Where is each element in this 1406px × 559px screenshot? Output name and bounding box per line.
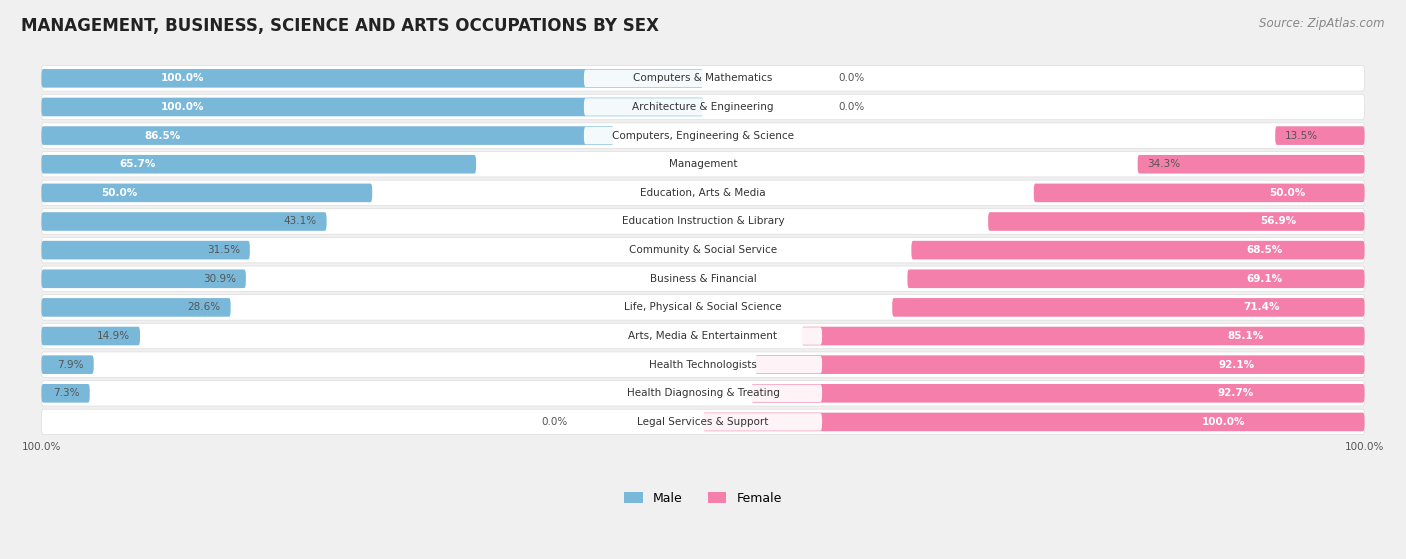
Text: 7.9%: 7.9% <box>58 359 84 369</box>
FancyBboxPatch shape <box>988 212 1365 231</box>
Text: Management: Management <box>669 159 737 169</box>
FancyBboxPatch shape <box>41 126 613 145</box>
FancyBboxPatch shape <box>583 98 823 116</box>
FancyBboxPatch shape <box>755 356 1365 374</box>
FancyBboxPatch shape <box>583 299 823 316</box>
Text: Arts, Media & Entertainment: Arts, Media & Entertainment <box>628 331 778 341</box>
FancyBboxPatch shape <box>41 298 231 317</box>
Text: 92.1%: 92.1% <box>1219 359 1256 369</box>
FancyBboxPatch shape <box>907 269 1365 288</box>
FancyBboxPatch shape <box>41 381 1365 406</box>
FancyBboxPatch shape <box>41 326 141 345</box>
Text: Education, Arts & Media: Education, Arts & Media <box>640 188 766 198</box>
Text: 0.0%: 0.0% <box>541 417 568 427</box>
Text: 86.5%: 86.5% <box>145 131 181 141</box>
Text: 65.7%: 65.7% <box>120 159 156 169</box>
Legend: Male, Female: Male, Female <box>619 487 787 510</box>
Text: 0.0%: 0.0% <box>838 102 865 112</box>
FancyBboxPatch shape <box>583 184 823 202</box>
FancyBboxPatch shape <box>41 65 1365 91</box>
Text: 71.4%: 71.4% <box>1243 302 1279 312</box>
Text: Business & Financial: Business & Financial <box>650 274 756 284</box>
FancyBboxPatch shape <box>41 123 1365 148</box>
Text: 100.0%: 100.0% <box>160 73 204 83</box>
Text: Life, Physical & Social Science: Life, Physical & Social Science <box>624 302 782 312</box>
FancyBboxPatch shape <box>41 352 1365 377</box>
Text: 68.5%: 68.5% <box>1247 245 1282 255</box>
Text: 69.1%: 69.1% <box>1246 274 1282 284</box>
FancyBboxPatch shape <box>583 413 823 430</box>
FancyBboxPatch shape <box>583 155 823 173</box>
FancyBboxPatch shape <box>703 413 1365 431</box>
Text: Architecture & Engineering: Architecture & Engineering <box>633 102 773 112</box>
FancyBboxPatch shape <box>583 70 823 87</box>
Text: Computers, Engineering & Science: Computers, Engineering & Science <box>612 131 794 141</box>
Text: Source: ZipAtlas.com: Source: ZipAtlas.com <box>1260 17 1385 30</box>
Text: MANAGEMENT, BUSINESS, SCIENCE AND ARTS OCCUPATIONS BY SEX: MANAGEMENT, BUSINESS, SCIENCE AND ARTS O… <box>21 17 659 35</box>
FancyBboxPatch shape <box>41 180 1365 206</box>
FancyBboxPatch shape <box>41 151 1365 177</box>
Text: 100.0%: 100.0% <box>160 102 204 112</box>
FancyBboxPatch shape <box>41 384 90 402</box>
FancyBboxPatch shape <box>41 94 1365 120</box>
FancyBboxPatch shape <box>41 98 703 116</box>
Text: Legal Services & Support: Legal Services & Support <box>637 417 769 427</box>
Text: Health Diagnosing & Treating: Health Diagnosing & Treating <box>627 389 779 399</box>
Text: Education Instruction & Library: Education Instruction & Library <box>621 216 785 226</box>
FancyBboxPatch shape <box>41 409 1365 435</box>
FancyBboxPatch shape <box>751 384 1365 402</box>
FancyBboxPatch shape <box>41 238 1365 263</box>
FancyBboxPatch shape <box>41 269 246 288</box>
FancyBboxPatch shape <box>911 241 1365 259</box>
Text: 43.1%: 43.1% <box>284 216 316 226</box>
Text: 85.1%: 85.1% <box>1227 331 1263 341</box>
Text: 28.6%: 28.6% <box>187 302 221 312</box>
FancyBboxPatch shape <box>893 298 1365 317</box>
FancyBboxPatch shape <box>801 326 1365 345</box>
Text: 100.0%: 100.0% <box>21 442 60 452</box>
FancyBboxPatch shape <box>41 356 94 374</box>
FancyBboxPatch shape <box>583 356 823 373</box>
FancyBboxPatch shape <box>583 127 823 144</box>
FancyBboxPatch shape <box>41 69 703 88</box>
FancyBboxPatch shape <box>1033 183 1365 202</box>
FancyBboxPatch shape <box>41 212 326 231</box>
Text: 0.0%: 0.0% <box>838 73 865 83</box>
FancyBboxPatch shape <box>583 241 823 259</box>
Text: 13.5%: 13.5% <box>1285 131 1319 141</box>
Text: Community & Social Service: Community & Social Service <box>628 245 778 255</box>
FancyBboxPatch shape <box>1137 155 1365 173</box>
Text: 50.0%: 50.0% <box>101 188 138 198</box>
FancyBboxPatch shape <box>41 241 250 259</box>
Text: 7.3%: 7.3% <box>53 389 80 399</box>
FancyBboxPatch shape <box>41 323 1365 349</box>
Text: 100.0%: 100.0% <box>1202 417 1246 427</box>
Text: Health Technologists: Health Technologists <box>650 359 756 369</box>
FancyBboxPatch shape <box>41 295 1365 320</box>
Text: 56.9%: 56.9% <box>1261 216 1296 226</box>
Text: 31.5%: 31.5% <box>207 245 240 255</box>
Text: 100.0%: 100.0% <box>1346 442 1385 452</box>
Text: 34.3%: 34.3% <box>1147 159 1181 169</box>
FancyBboxPatch shape <box>41 155 477 173</box>
Text: 92.7%: 92.7% <box>1218 389 1254 399</box>
Text: Computers & Mathematics: Computers & Mathematics <box>633 73 773 83</box>
FancyBboxPatch shape <box>41 209 1365 234</box>
FancyBboxPatch shape <box>583 328 823 345</box>
FancyBboxPatch shape <box>583 385 823 402</box>
Text: 14.9%: 14.9% <box>97 331 131 341</box>
FancyBboxPatch shape <box>41 266 1365 291</box>
FancyBboxPatch shape <box>583 213 823 230</box>
Text: 30.9%: 30.9% <box>202 274 236 284</box>
FancyBboxPatch shape <box>1275 126 1365 145</box>
FancyBboxPatch shape <box>41 183 373 202</box>
FancyBboxPatch shape <box>583 270 823 287</box>
Text: 50.0%: 50.0% <box>1268 188 1305 198</box>
